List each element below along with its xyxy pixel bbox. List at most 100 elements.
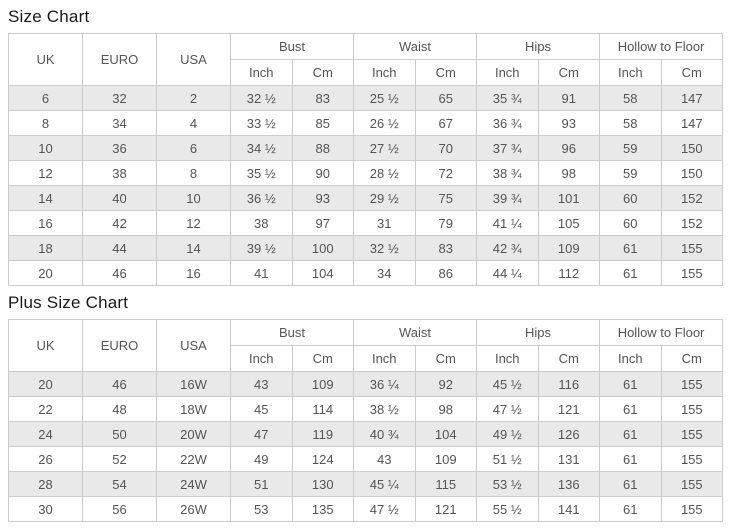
table-row: 16 42 12 38 97 31 79 41 ¼ 105 60 152 <box>8 210 724 236</box>
table-cell: 43 <box>230 371 293 397</box>
col-subheader-waist-cm: Cm <box>414 59 478 86</box>
table-cell: 130 <box>291 471 355 497</box>
col-subheader-hips-cm: Cm <box>537 345 601 372</box>
table-cell: 147 <box>660 85 724 111</box>
table-cell: 38 ½ <box>353 396 416 422</box>
table-cell: 46 <box>82 371 157 397</box>
header-group-row: UK EURO USA Bust Waist Hips Hollow to Fl… <box>8 33 724 86</box>
table-cell: 35 ½ <box>230 160 293 186</box>
table-cell: 58 <box>599 110 662 136</box>
table-cell: 100 <box>291 235 355 261</box>
table-cell: 52 <box>82 446 157 472</box>
table-cell: 93 <box>537 110 601 136</box>
table-cell: 40 <box>82 185 157 211</box>
table-cell: 96 <box>537 135 601 161</box>
table-row: 22 48 18W 45 114 38 ½ 98 47 ½ 121 61 155 <box>8 396 724 422</box>
table-cell: 47 ½ <box>353 496 416 522</box>
table-cell: 59 <box>599 135 662 161</box>
table-cell: 83 <box>414 235 478 261</box>
col-subheader-hollow-cm: Cm <box>660 345 724 372</box>
table-row: 12 38 8 35 ½ 90 28 ½ 72 38 ¾ 98 59 150 <box>8 160 724 186</box>
table-cell: 112 <box>537 260 601 286</box>
table-cell: 46 <box>82 260 157 286</box>
table-cell: 88 <box>291 135 355 161</box>
table-cell: 126 <box>537 421 601 447</box>
table-cell: 91 <box>537 85 601 111</box>
table-cell: 32 ½ <box>353 235 416 261</box>
table-cell: 61 <box>599 371 662 397</box>
table-row: 20 46 16W 43 109 36 ¼ 92 45 ½ 116 61 155 <box>8 371 724 397</box>
table-cell: 42 ¾ <box>476 235 539 261</box>
table-cell: 105 <box>537 210 601 236</box>
table-cell: 61 <box>599 496 662 522</box>
header-group-row: UK EURO USA Bust Waist Hips Hollow to Fl… <box>8 319 724 372</box>
table-cell: 155 <box>660 471 724 497</box>
table-cell: 26 ½ <box>353 110 416 136</box>
table-cell: 150 <box>660 135 724 161</box>
table-cell: 20 <box>8 371 83 397</box>
table-cell: 61 <box>599 260 662 286</box>
table-cell: 22W <box>156 446 231 472</box>
table-cell: 20 <box>8 260 83 286</box>
table-cell: 38 ¾ <box>476 160 539 186</box>
table-cell: 61 <box>599 421 662 447</box>
table-cell: 16 <box>156 260 231 286</box>
col-subheader-bust-inch: Inch <box>230 345 293 372</box>
col-subheader-hips-cm: Cm <box>537 59 601 86</box>
table-cell: 25 ½ <box>353 85 416 111</box>
table-cell: 45 <box>230 396 293 422</box>
plus-size-chart-body: 20 46 16W 43 109 36 ¼ 92 45 ½ 116 61 155 22 48 18W 45 1… <box>8 371 724 522</box>
table-cell: 6 <box>156 135 231 161</box>
table-cell: 50 <box>82 421 157 447</box>
table-cell: 4 <box>156 110 231 136</box>
table-cell: 6 <box>8 85 83 111</box>
size-chart-title: Size Chart <box>8 7 90 26</box>
table-cell: 18W <box>156 396 231 422</box>
table-cell: 155 <box>660 371 724 397</box>
table-cell: 61 <box>599 235 662 261</box>
table-cell: 16 <box>8 210 83 236</box>
table-cell: 155 <box>660 446 724 472</box>
table-cell: 8 <box>156 160 231 186</box>
table-cell: 35 ¾ <box>476 85 539 111</box>
table-cell: 152 <box>660 210 724 236</box>
size-chart-table: UK EURO USA Bust Waist Hips Hollow to Fl… <box>8 33 724 286</box>
table-cell: 31 <box>353 210 416 236</box>
col-subheader-bust-cm: Cm <box>291 345 355 372</box>
table-row: 20 46 16 41 104 34 86 44 ¼ 112 61 155 <box>8 260 724 286</box>
table-cell: 41 <box>230 260 293 286</box>
table-cell: 10 <box>8 135 83 161</box>
table-cell: 109 <box>291 371 355 397</box>
table-cell: 101 <box>537 185 601 211</box>
plus-size-chart-table: UK EURO USA Bust Waist Hips Hollow to Fl… <box>8 319 724 522</box>
table-cell: 65 <box>414 85 478 111</box>
table-cell: 136 <box>537 471 601 497</box>
table-cell: 28 ½ <box>353 160 416 186</box>
col-subheader-waist-inch: Inch <box>353 345 416 372</box>
table-cell: 41 ¼ <box>476 210 539 236</box>
plus-size-chart-title: Plus Size Chart <box>8 293 129 312</box>
table-cell: 61 <box>599 471 662 497</box>
table-cell: 32 ½ <box>230 85 293 111</box>
table-cell: 39 ¾ <box>476 185 539 211</box>
plus-size-chart-header: UK EURO USA Bust Waist Hips Hollow to Fl… <box>8 319 724 372</box>
table-cell: 147 <box>660 110 724 136</box>
table-cell: 97 <box>291 210 355 236</box>
table-cell: 155 <box>660 396 724 422</box>
table-cell: 90 <box>291 160 355 186</box>
table-cell: 61 <box>599 396 662 422</box>
col-subheader-waist-cm: Cm <box>414 345 478 372</box>
table-cell: 28 <box>8 471 83 497</box>
table-cell: 36 ¾ <box>476 110 539 136</box>
table-cell: 155 <box>660 496 724 522</box>
table-cell: 93 <box>291 185 355 211</box>
header-sub-row: Inch Cm Inch Cm Inch Cm Inch Cm <box>9 345 724 372</box>
table-cell: 155 <box>660 421 724 447</box>
table-cell: 51 ½ <box>476 446 539 472</box>
table-cell: 27 ½ <box>353 135 416 161</box>
size-chart-header: UK EURO USA Bust Waist Hips Hollow to Fl… <box>8 33 724 86</box>
col-group-waist: Waist <box>353 33 478 60</box>
table-cell: 70 <box>414 135 478 161</box>
table-cell: 55 ½ <box>476 496 539 522</box>
